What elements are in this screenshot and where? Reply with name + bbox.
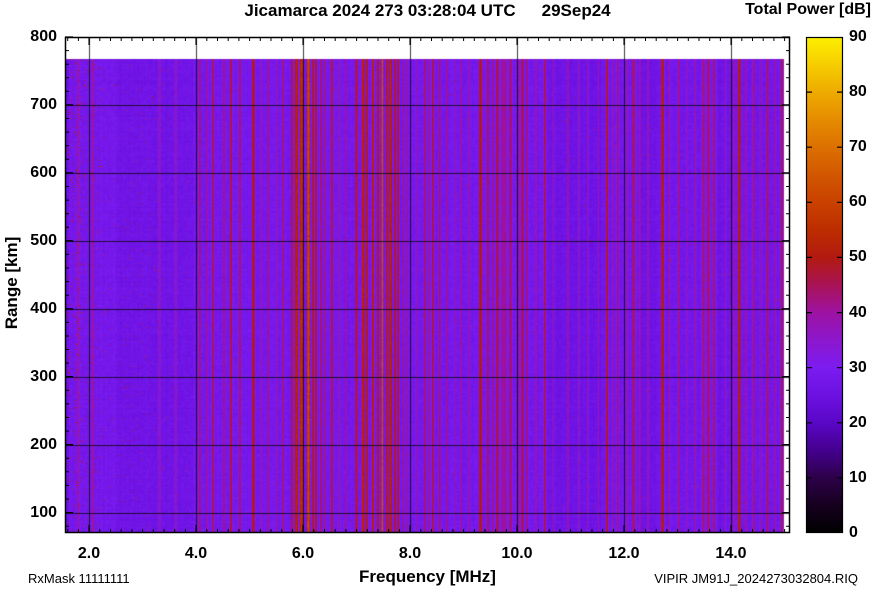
colorbar-tick-label: 0 [849, 524, 858, 541]
colorbar-tick-label: 20 [849, 414, 867, 431]
colorbar-tick-label: 70 [849, 138, 867, 155]
plot-title: Jicamarca 2024 273 03:28:04 UTC 29Sep24 [65, 1, 790, 21]
colorbar-tick-label: 50 [849, 248, 867, 265]
colorbar-title: Total Power [dB] [745, 1, 871, 18]
plot-title-main: Jicamarca 2024 273 03:28:04 UTC [244, 1, 516, 20]
y-tick-label: 300 [30, 368, 57, 385]
x-tick-label: 4.0 [184, 545, 208, 562]
colorbar-tick-label: 60 [849, 193, 867, 210]
y-tick-label: 200 [30, 436, 57, 453]
colorbar-tick-label: 30 [849, 359, 867, 376]
heatmap-canvas [65, 37, 790, 533]
x-tick-label: 12.0 [608, 545, 640, 562]
y-axis-title: Range [km] [2, 236, 21, 330]
rxmask-label: RxMask 11111111 [28, 571, 130, 586]
y-tick-label: 500 [30, 232, 57, 249]
colorbar-tick-label: 40 [849, 304, 867, 321]
x-tick-label: 6.0 [291, 545, 315, 562]
x-tick-label: 2.0 [77, 545, 101, 562]
colorbar-tick-label: 80 [849, 83, 867, 100]
x-tick-label: 10.0 [501, 545, 533, 562]
plot-title-date: 29Sep24 [541, 1, 611, 20]
y-tick-label: 400 [30, 300, 57, 317]
colorbar-tick-label: 10 [849, 469, 867, 486]
y-tick-label: 600 [30, 164, 57, 181]
x-axis-title: Frequency [MHz] [359, 567, 496, 586]
data-file-label: VIPIR JM91J_2024273032804.RIQ [654, 571, 858, 586]
colorbar-tick-label: 90 [849, 28, 867, 45]
x-tick-label: 8.0 [398, 545, 422, 562]
colorbar-gradient [806, 37, 843, 533]
y-tick-label: 700 [30, 96, 57, 113]
x-tick-label: 14.0 [715, 545, 747, 562]
y-tick-label: 800 [30, 28, 57, 45]
y-tick-label: 100 [30, 504, 57, 521]
